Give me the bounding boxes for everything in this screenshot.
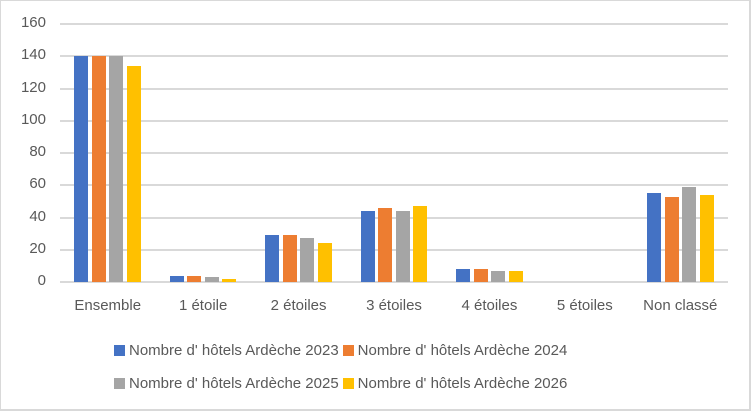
x-tick-label: Ensemble <box>74 297 142 314</box>
x-tick-label: Non classé <box>643 297 718 314</box>
legend-row-1: Nombre d' hôtels Ardèche 2023 Nombre d' … <box>114 340 571 360</box>
legend-label-2026: Nombre d' hôtels Ardèche 2026 <box>357 374 568 392</box>
y-tick-label: 60 <box>29 175 46 193</box>
y-tick-label: 40 <box>29 207 46 225</box>
bar <box>456 269 471 282</box>
bar <box>682 186 697 282</box>
bar <box>508 270 523 282</box>
y-tick-label: 140 <box>20 46 46 64</box>
legend-swatch-2024 <box>342 344 354 356</box>
gridline-160 <box>60 23 728 25</box>
legend-swatch-2025 <box>114 377 125 389</box>
bar <box>222 278 237 282</box>
legend-swatch-2026 <box>342 377 354 389</box>
legend-label-2024: Nombre d' hôtels Ardèche 2024 <box>357 341 568 359</box>
x-tick-label: 3 étoiles <box>366 297 422 314</box>
bar <box>187 275 202 282</box>
legend-row-2: Nombre d' hôtels Ardèche 2025 Nombre d' … <box>114 373 571 393</box>
y-tick-label: 120 <box>20 78 46 96</box>
y-tick-label: 100 <box>20 110 46 128</box>
bar <box>360 211 375 282</box>
legend-label-2023: Nombre d' hôtels Ardèche 2023 <box>129 341 339 359</box>
bar <box>395 211 410 282</box>
y-tick-label: 0 <box>37 272 46 289</box>
bar <box>664 196 679 282</box>
bar <box>282 235 297 282</box>
bar <box>109 56 124 282</box>
bar <box>300 238 315 282</box>
bar <box>169 275 184 282</box>
plot-area <box>60 23 728 283</box>
legend-swatch-2023 <box>114 344 125 356</box>
y-tick-label: 80 <box>29 143 46 160</box>
gridline-60 <box>60 184 728 187</box>
legend-item-2026: Nombre d' hôtels Ardèche 2026 <box>342 374 568 392</box>
gridline-140 <box>60 55 728 58</box>
bar <box>699 194 714 282</box>
x-tick-label: 2 étoiles <box>270 297 327 314</box>
x-tick-label: 4 étoiles <box>461 297 518 314</box>
gridline-40 <box>60 216 728 219</box>
bar <box>91 56 106 282</box>
bar <box>473 269 488 282</box>
gridline-120 <box>60 87 728 90</box>
x-tick-label: 5 étoiles <box>556 297 613 314</box>
gridline-100 <box>60 119 728 122</box>
bar <box>491 270 506 282</box>
legend-label-2025: Nombre d' hôtels Ardèche 2025 <box>129 374 339 392</box>
x-tick-label: 1 étoile <box>178 297 228 314</box>
y-tick-label: 20 <box>29 239 46 257</box>
bar <box>413 206 428 282</box>
bar <box>74 56 89 282</box>
bar <box>378 207 393 282</box>
y-tick-label: 160 <box>20 14 46 31</box>
legend-item-2024: Nombre d' hôtels Ardèche 2024 <box>342 341 568 359</box>
legend-item-2023: Nombre d' hôtels Ardèche 2023 <box>114 342 339 359</box>
gridline-80 <box>60 152 728 154</box>
bar <box>647 193 662 282</box>
legend-item-2025: Nombre d' hôtels Ardèche 2025 <box>114 375 339 392</box>
bar <box>265 235 280 282</box>
bar <box>204 277 219 282</box>
bar <box>126 65 141 282</box>
bar <box>317 243 332 282</box>
gridline-20 <box>60 248 728 251</box>
gridline-0 <box>60 281 728 283</box>
